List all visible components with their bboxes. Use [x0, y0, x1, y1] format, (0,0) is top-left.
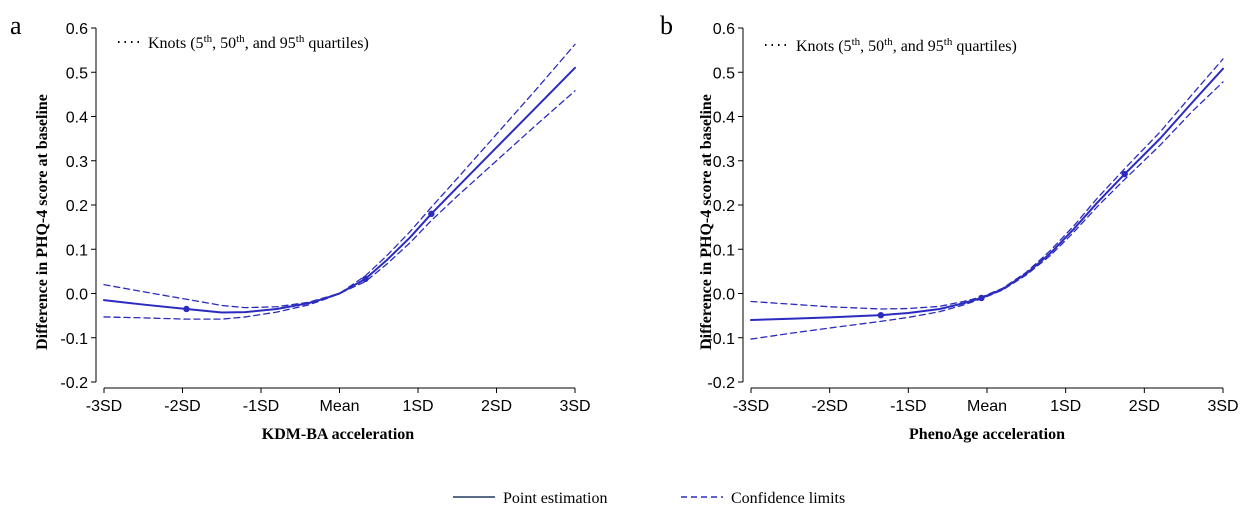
- panel-b-y-tick-label: 0.1: [713, 242, 735, 259]
- panel-b-x-tick-label: -2SD: [811, 398, 847, 415]
- panel-b-lower-confidence-line: [750, 81, 1224, 340]
- legend-confidence-limits-label: Confidence limits: [731, 490, 845, 506]
- panel-b-upper-confidence-line: [750, 58, 1224, 310]
- panel-a-y-axis-title: Difference in PHQ-4 score at baseline: [34, 94, 51, 350]
- panel-a-y-tick-label: 0.3: [66, 154, 88, 171]
- panel-a-upper-confidence-line: [103, 43, 576, 309]
- panel-a-knot-marker: [183, 305, 190, 313]
- panel-b-y-tick-label: -0.2: [707, 375, 735, 392]
- panel-b-knots-legend: Knots (5th, 50th, and 95th quartiles): [765, 36, 1017, 55]
- panel-a-x-tick-label: Mean: [319, 398, 359, 415]
- panel-b-label: b: [660, 11, 673, 40]
- panel-a-knots-label: Knots (5th, 50th, and 95th quartiles): [148, 33, 369, 52]
- panel-a-y-tick-label: 0.1: [66, 242, 88, 259]
- panel-b-x-tick-label: -3SD: [733, 398, 769, 415]
- panel-a-x-tick-label: -3SD: [86, 398, 122, 415]
- panel-a-x-tick-label: 1SD: [402, 398, 433, 415]
- panel-b-knot-marker: [978, 294, 985, 302]
- panel-a-label: a: [10, 11, 22, 40]
- panel-b-x-tick-label: -1SD: [890, 398, 926, 415]
- bottom-legend: Point estimation Confidence limits: [453, 490, 845, 506]
- panel-a: a KDM-BA acceleration Difference in PHQ-…: [10, 11, 591, 443]
- panel-b-knot-marker: [1121, 170, 1128, 178]
- panel-a-x-tick-label: 3SD: [559, 398, 590, 415]
- panel-a-y-tick-label: -0.1: [60, 331, 88, 348]
- panel-a-lower-confidence-line: [103, 90, 576, 320]
- panel-a-y-tick-label: 0.5: [66, 65, 88, 82]
- panel-b-y-tick-label: 0.2: [713, 198, 735, 215]
- panel-b-x-tick-label: 2SD: [1129, 398, 1160, 415]
- panel-b-knots-label: Knots (5th, 50th, and 95th quartiles): [796, 36, 1017, 55]
- panel-a-y-tick-label: 0.2: [66, 198, 88, 215]
- panel-b-y-tick-label: 0.3: [713, 154, 735, 171]
- panel-b-x-tick-label: Mean: [967, 398, 1007, 415]
- panel-b-y-tick-label: 0.4: [713, 110, 735, 127]
- panel-a-x-tick-label: -1SD: [243, 398, 279, 415]
- panel-a-knots-legend: Knots (5th, 50th, and 95th quartiles): [118, 33, 369, 52]
- panel-b-x-tick-label: 1SD: [1050, 398, 1081, 415]
- panel-a-y-tick-label: 0.4: [66, 110, 88, 127]
- panel-b-y-axis-title: Difference in PHQ-4 score at baseline: [698, 94, 715, 350]
- panel-b-x-axis-title: PhenoAge acceleration: [909, 426, 1065, 443]
- panel-b: b PhenoAge acceleration Difference in PH…: [660, 11, 1239, 443]
- panel-b-y-tick-label: 0.0: [713, 287, 735, 304]
- panel-a-x-tick-label: -2SD: [164, 398, 200, 415]
- panel-a-x-tick-label: 2SD: [481, 398, 512, 415]
- panel-b-x-tick-label: 3SD: [1207, 398, 1238, 415]
- legend-point-estimation-label: Point estimation: [503, 490, 607, 506]
- panel-b-knot-marker: [877, 311, 884, 319]
- panel-b-point-estimation-line: [750, 67, 1224, 322]
- panel-a-x-axis-title: KDM-BA acceleration: [262, 426, 415, 443]
- panel-a-point-estimation-line: [103, 66, 576, 314]
- panel-b-y-tick-label: 0.5: [713, 65, 735, 82]
- panel-b-y-tick-label: 0.6: [713, 21, 735, 38]
- panel-a-y-tick-label: 0.6: [66, 21, 88, 38]
- panel-a-knot-marker: [428, 210, 435, 218]
- panel-b-y-tick-label: -0.1: [707, 331, 735, 348]
- panel-a-knot-marker: [362, 275, 369, 283]
- panel-a-y-tick-label: -0.2: [60, 375, 88, 392]
- panel-a-y-tick-label: 0.0: [66, 287, 88, 304]
